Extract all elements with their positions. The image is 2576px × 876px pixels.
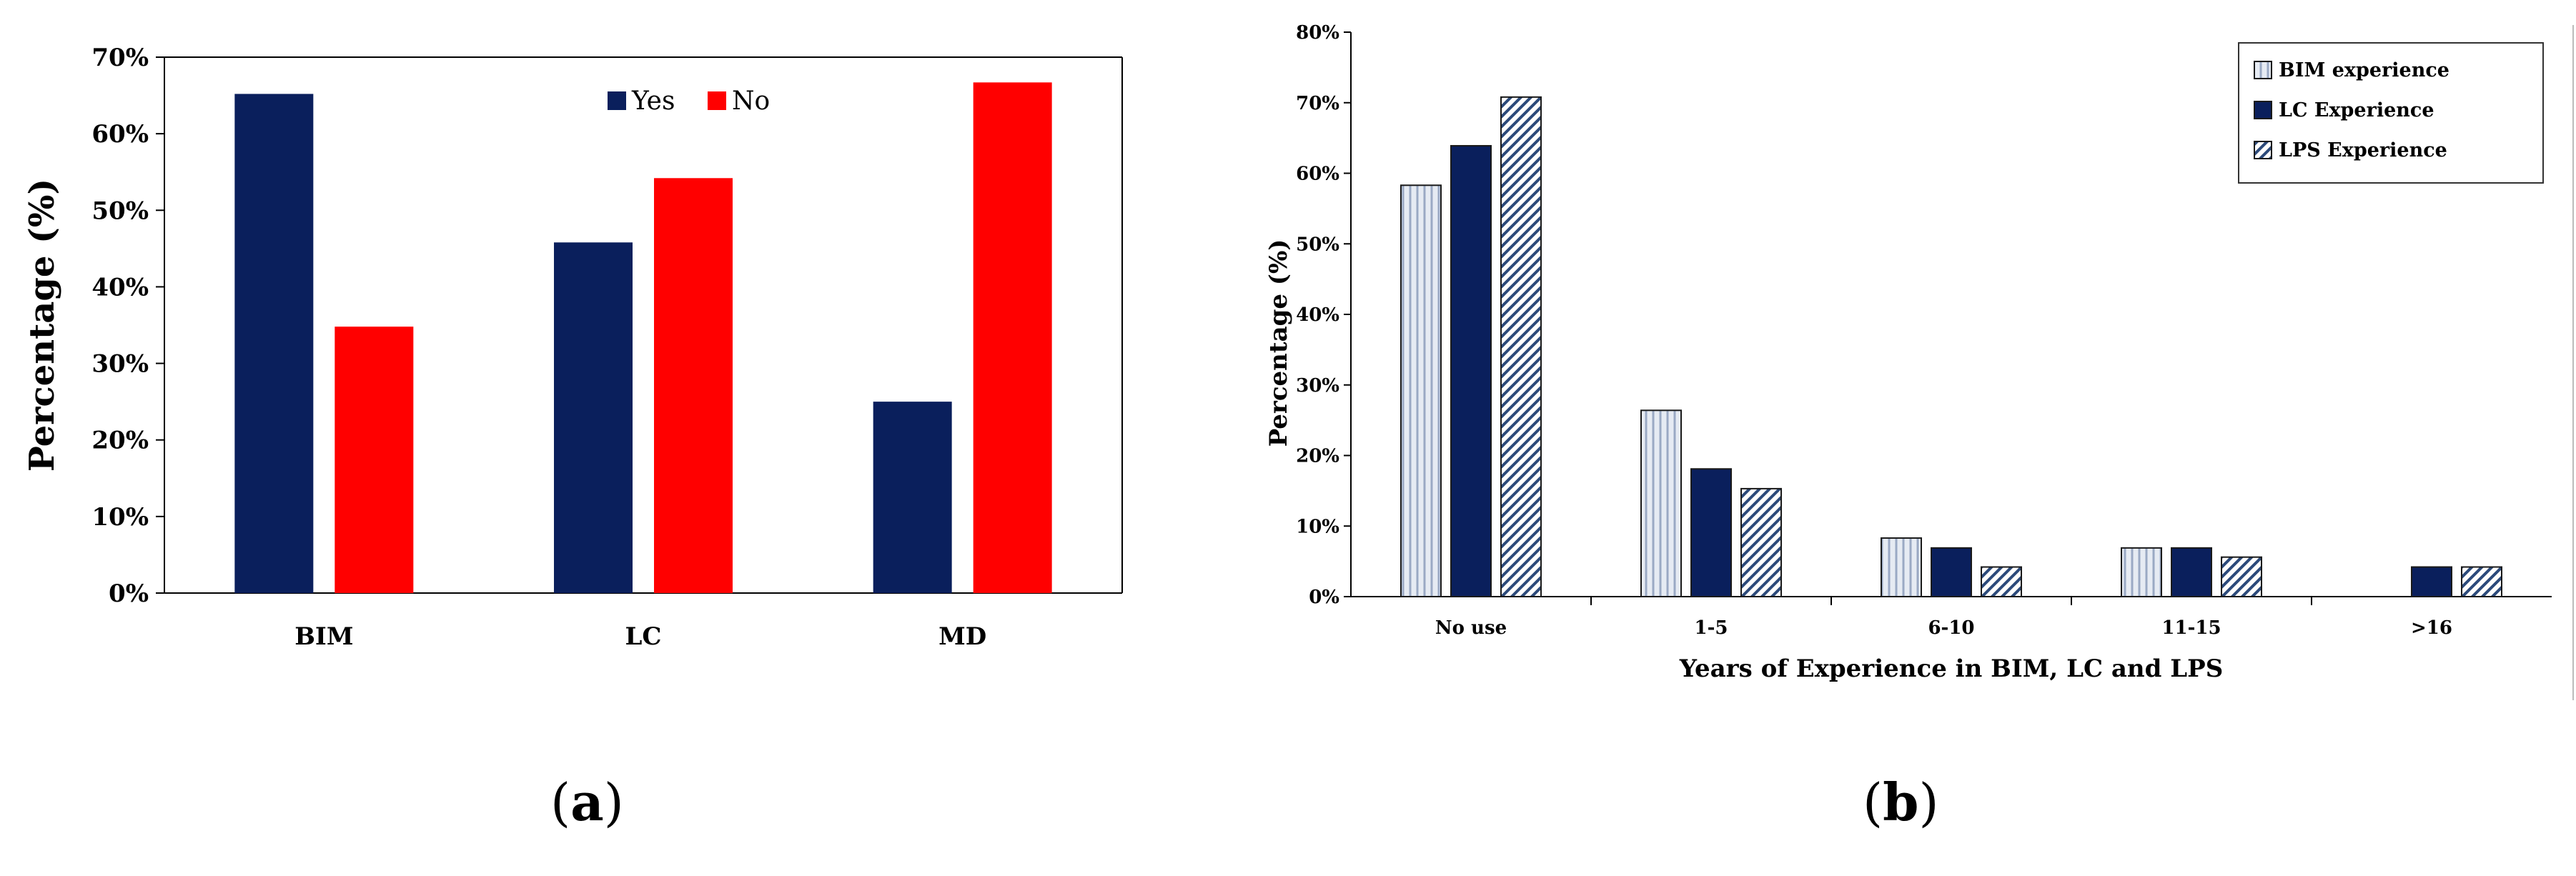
legend-box-b	[2238, 42, 2544, 184]
y-tick-label-b: 50%	[1296, 234, 1339, 255]
caption-b: (b)	[1863, 772, 1939, 832]
chart-b: 0% 10% 20% 30% 40% 50% 60% 70% 80% Percentage (%)…	[1264, 22, 2574, 700]
legend-swatch-yes	[608, 91, 626, 110]
caption-a-open: (	[550, 772, 571, 832]
x-tick-label-b: >16	[2411, 617, 2452, 639]
y-axis-title-b: Percentage (%)	[1264, 239, 1293, 447]
chart-panel-a: 0% 10% 20% 30% 40% 50% 60% 70% Percentage (%) BIM…	[0, 0, 1215, 876]
bar-bim-experience-6-10	[1881, 537, 1922, 597]
caption-b-close: )	[1918, 772, 1939, 832]
bar-lc-experience-1-5	[1690, 468, 1732, 598]
bar-lc-experience-6-10	[1931, 547, 1972, 597]
caption-a: (a)	[550, 772, 624, 832]
bar-bim-experience-11-15	[2121, 547, 2162, 597]
bar-lps-experience-11-15	[2221, 556, 2262, 598]
legend-label-bim-experience: BIM experience	[2279, 59, 2449, 81]
legend-swatch-no	[708, 91, 726, 110]
x-tick-label-b: 1-5	[1695, 617, 1728, 639]
x-tick-label-b: No use	[1435, 617, 1507, 639]
y-tick-label-a: 10%	[91, 503, 149, 532]
caption-b-letter: b	[1883, 772, 1919, 832]
y-tick-label-a: 60%	[91, 120, 149, 149]
bar-lps-experience-6-10	[1981, 566, 2022, 598]
bar-lc-experience-16	[2411, 566, 2452, 598]
bar-yes-bim	[234, 94, 314, 593]
y-axis-title-a: Percentage (%)	[22, 179, 62, 472]
chart-a: 0% 10% 20% 30% 40% 50% 60% 70% Percentage (%) BIM…	[22, 44, 1123, 651]
legend-label-lps-experience: LPS Experience	[2279, 139, 2447, 161]
bar-lps-experience-16	[2461, 566, 2502, 598]
y-tick-label-b: 60%	[1296, 164, 1339, 185]
y-tick-label-a: 50%	[91, 196, 149, 225]
legend-label-lc-experience: LC Experience	[2279, 99, 2434, 121]
legend-swatch-bim-experience	[2254, 61, 2272, 79]
bar-lc-experience-no-use	[1450, 144, 1492, 598]
legend-swatch-lc-experience	[2254, 101, 2272, 119]
bar-yes-md	[873, 402, 952, 593]
chart-panel-b: 0% 10% 20% 30% 40% 50% 60% 70% 80% Percentage (%)…	[1258, 0, 2576, 876]
y-tick-label-a: 70%	[91, 44, 149, 72]
caption-a-letter: a	[570, 772, 604, 832]
bar-lc-experience-11-15	[2171, 547, 2212, 597]
y-tick-label-b: 10%	[1296, 516, 1339, 537]
x-tick-label-a: BIM	[294, 622, 353, 651]
bar-bim-experience-1-5	[1640, 409, 1682, 597]
y-tick-label-b: 40%	[1296, 304, 1339, 326]
x-tick-label-a: LC	[625, 622, 662, 651]
y-tick-label-a: 40%	[91, 273, 149, 302]
legend-swatch-lps-experience	[2254, 141, 2272, 159]
bar-no-lc	[654, 178, 733, 594]
bar-lps-experience-no-use	[1500, 96, 1542, 598]
bar-no-bim	[335, 327, 414, 593]
caption-a-close: )	[603, 772, 624, 832]
y-tick-label-a: 20%	[91, 427, 149, 455]
y-tick-label-b: 20%	[1296, 446, 1339, 467]
y-tick-label-b: 30%	[1296, 375, 1339, 397]
y-tick-label-b: 70%	[1296, 93, 1339, 114]
y-tick-label-b: 0%	[1309, 587, 1339, 608]
legend-label-no: No	[732, 86, 770, 116]
x-tick-label-b: 6-10	[1928, 617, 1974, 639]
legend-label-yes: Yes	[631, 86, 675, 116]
bar-lps-experience-1-5	[1740, 487, 1782, 597]
caption-b-open: (	[1863, 772, 1883, 832]
x-tick-label-a: MD	[938, 622, 986, 651]
y-tick-label-a: 0%	[109, 579, 149, 608]
y-tick-label-b: 80%	[1296, 22, 1339, 44]
bar-yes-lc	[554, 242, 633, 593]
x-axis-title-b: Years of Experience in BIM, LC and LPS	[1679, 654, 2224, 683]
y-tick-label-a: 30%	[91, 350, 149, 379]
bar-bim-experience-no-use	[1400, 184, 1442, 598]
x-tick-label-b: 11-15	[2161, 617, 2221, 639]
bar-no-md	[973, 82, 1052, 594]
